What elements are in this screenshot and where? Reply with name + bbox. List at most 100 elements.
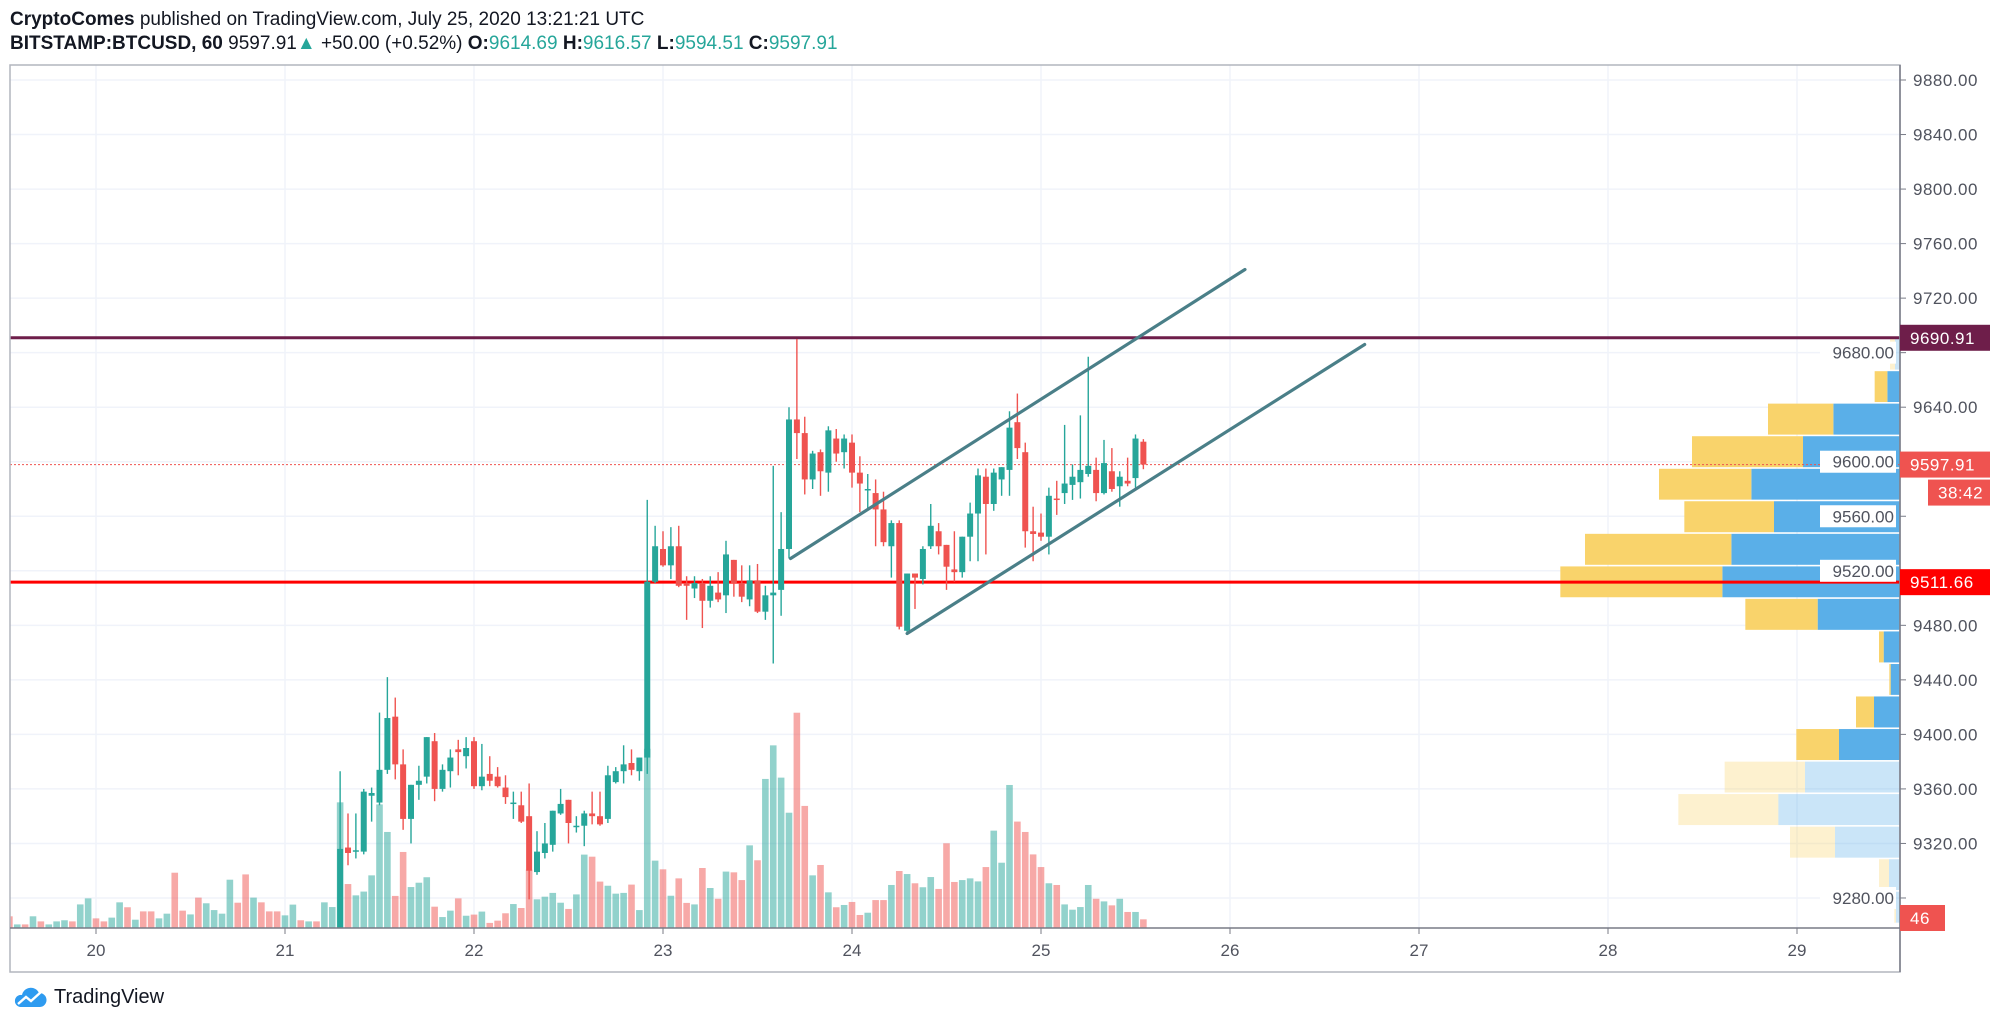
candle-body bbox=[825, 430, 832, 473]
channel-lines[interactable] bbox=[788, 267, 1367, 636]
candle-body bbox=[849, 442, 855, 473]
profile-up-bar bbox=[1833, 403, 1900, 435]
volume-bar bbox=[289, 904, 297, 928]
volume-bar bbox=[777, 777, 785, 928]
published-text: published on TradingView.com, July 25, 2… bbox=[139, 9, 645, 30]
candle-body bbox=[439, 769, 446, 789]
volume-bar bbox=[439, 917, 446, 928]
volume-profile bbox=[1560, 338, 1900, 923]
volume-bar bbox=[1100, 901, 1108, 928]
volume-bar bbox=[447, 910, 454, 928]
volume-bar bbox=[998, 862, 1005, 928]
profile-down-bar bbox=[1889, 664, 1891, 695]
volume-bar bbox=[328, 907, 336, 928]
volume-bar bbox=[919, 887, 927, 928]
close-value: 9597.91 bbox=[768, 33, 838, 54]
profile-up-bar bbox=[1895, 338, 1900, 370]
volume-bars bbox=[10, 712, 1147, 928]
volume-bar bbox=[541, 896, 549, 928]
volume-value-label: 46 bbox=[1910, 909, 1930, 928]
candle-body bbox=[990, 472, 997, 504]
candle-body bbox=[565, 799, 572, 823]
tradingview-cloud-icon bbox=[14, 987, 47, 1007]
volume-bar bbox=[210, 910, 218, 928]
candle-body bbox=[510, 802, 517, 805]
volume-bar bbox=[1124, 911, 1131, 928]
price-tick-label: 9600.00 bbox=[1833, 453, 1894, 472]
candle-body bbox=[841, 438, 848, 453]
tradingview-logo[interactable]: TradingView bbox=[12, 986, 164, 1009]
volume-bar bbox=[407, 887, 415, 928]
candle-body bbox=[549, 810, 556, 845]
candle-body bbox=[1140, 441, 1147, 465]
volume-bar bbox=[195, 897, 202, 928]
candle-body bbox=[1030, 531, 1037, 534]
horizontal-lines[interactable] bbox=[10, 336, 1900, 584]
grid bbox=[10, 65, 1900, 928]
candle-body bbox=[699, 583, 706, 601]
volume-bar bbox=[951, 881, 958, 928]
candle-body bbox=[541, 843, 548, 853]
price-change: +50.00 (+0.52%) bbox=[320, 33, 463, 54]
high-value: 9616.57 bbox=[582, 33, 652, 54]
candle-body bbox=[581, 813, 588, 826]
price-tick-label-backing bbox=[1820, 886, 1896, 909]
volume-bar bbox=[281, 915, 289, 928]
volume-bar bbox=[864, 912, 872, 928]
volume-bar bbox=[470, 914, 478, 928]
candle-body bbox=[864, 488, 871, 491]
candle-body bbox=[636, 757, 643, 772]
candle-body bbox=[912, 573, 918, 578]
candle-body bbox=[935, 531, 942, 547]
volume-bar bbox=[1140, 919, 1147, 928]
volume-bar bbox=[1116, 898, 1124, 928]
author-name[interactable]: CryptoComes bbox=[10, 9, 135, 30]
candle-body bbox=[1101, 463, 1107, 494]
candle-body bbox=[833, 438, 840, 454]
time-tick-label: 20 bbox=[87, 941, 106, 960]
volume-bar bbox=[643, 748, 651, 928]
profile-up-bar bbox=[1889, 859, 1900, 891]
price-tick-label: 9320.00 bbox=[1913, 834, 1978, 853]
profile-down-bar bbox=[1879, 631, 1884, 663]
volume-bar bbox=[714, 898, 722, 928]
candle-body bbox=[345, 847, 351, 853]
volume-bar bbox=[573, 894, 580, 928]
volume-bar bbox=[494, 920, 501, 928]
candle-body bbox=[447, 757, 454, 772]
volume-bar bbox=[746, 845, 753, 928]
volume-bar bbox=[61, 920, 68, 928]
price-axis[interactable]: 9280.00 9320.00 9360.00 9400.00 9440.00 9480.… bbox=[1820, 71, 1978, 909]
candle-body bbox=[478, 776, 485, 787]
volume-value-label-box bbox=[1900, 905, 1945, 931]
profile-up-bar bbox=[1778, 794, 1900, 826]
candle-body bbox=[904, 573, 911, 631]
high-label: H: bbox=[562, 33, 583, 54]
logo-text: TradingView bbox=[54, 986, 165, 1008]
profile-down-bar bbox=[1874, 371, 1888, 403]
support-price-label-box bbox=[1900, 569, 1990, 596]
volume-bar bbox=[1084, 884, 1092, 928]
candle-body bbox=[754, 580, 761, 612]
price-tick-label: 9440.00 bbox=[1913, 671, 1978, 690]
volume-bar bbox=[171, 872, 179, 928]
volume-bar bbox=[730, 872, 738, 928]
channel-trendline[interactable] bbox=[905, 342, 1367, 636]
price-tick-label: 9880.00 bbox=[1913, 71, 1978, 90]
volume-bar bbox=[37, 921, 45, 928]
candle-body bbox=[557, 803, 564, 814]
volume-bar bbox=[352, 895, 360, 928]
candle-body bbox=[471, 741, 477, 787]
profile-down-bar bbox=[1768, 403, 1834, 435]
profile-down-bar bbox=[1684, 501, 1774, 533]
candle-body bbox=[415, 780, 422, 785]
volume-bar bbox=[604, 885, 612, 928]
volume-bar bbox=[762, 778, 769, 928]
volume-bar bbox=[265, 911, 273, 928]
volume-bar bbox=[376, 804, 383, 928]
time-axis[interactable]: 20 21 22 23 24 25 26 27 28 29 bbox=[87, 928, 1807, 960]
channel-trendline[interactable] bbox=[788, 267, 1247, 561]
candle-body bbox=[1038, 532, 1044, 537]
volume-bar bbox=[313, 921, 320, 928]
